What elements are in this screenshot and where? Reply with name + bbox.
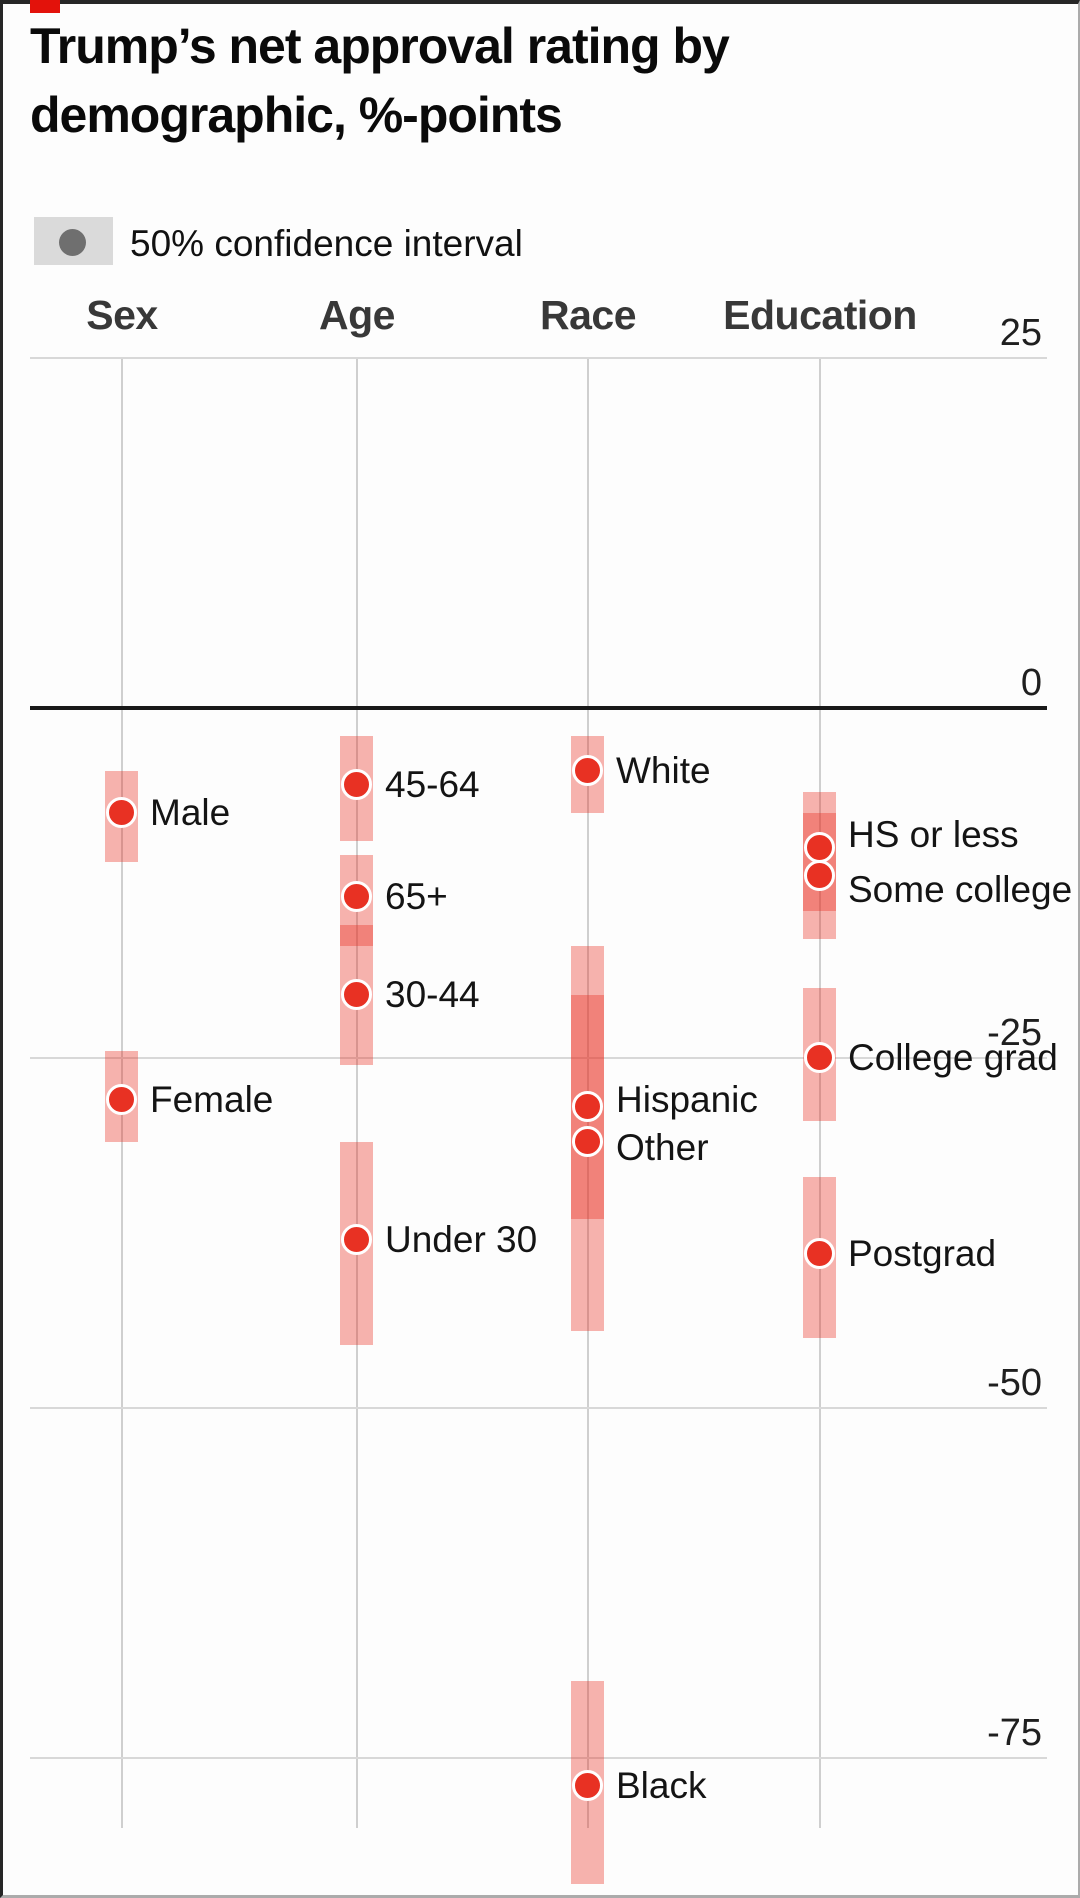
gridline bbox=[30, 1057, 1047, 1059]
brand-red-tab bbox=[30, 0, 60, 13]
point-label: College grad bbox=[848, 1037, 1058, 1078]
ci-bar bbox=[571, 946, 604, 1219]
ci-bar bbox=[571, 995, 604, 1331]
data-dot bbox=[804, 1238, 835, 1269]
point-label: Female bbox=[150, 1079, 274, 1120]
data-dot bbox=[804, 1042, 835, 1073]
group-header-age: Age bbox=[319, 292, 395, 338]
group-header-sex: Sex bbox=[86, 292, 158, 338]
column-gridline bbox=[356, 358, 358, 1828]
data-dot bbox=[572, 1770, 603, 1801]
y-tick-label: 0 bbox=[1020, 662, 1042, 704]
group-header-education: Education bbox=[723, 292, 917, 338]
y-tick-label: 25 bbox=[999, 312, 1042, 354]
point-label: 65+ bbox=[385, 876, 448, 917]
data-dot bbox=[341, 1224, 372, 1255]
gridline bbox=[30, 1757, 1047, 1759]
point-label: Hispanic bbox=[616, 1079, 758, 1120]
point-label: Under 30 bbox=[385, 1219, 538, 1260]
data-dot bbox=[804, 832, 835, 863]
data-dot bbox=[341, 979, 372, 1010]
point-label: Black bbox=[616, 1765, 707, 1806]
point-label: HS or less bbox=[848, 814, 1019, 855]
gridline bbox=[30, 357, 1047, 359]
y-tick-label: -25 bbox=[987, 1012, 1042, 1054]
data-dot bbox=[106, 1084, 137, 1115]
point-label: Some college bbox=[848, 869, 1073, 910]
chart-title-line2: demographic, %-points bbox=[30, 87, 563, 143]
legend-label: 50% confidence interval bbox=[130, 223, 523, 264]
y-tick-label: -50 bbox=[987, 1362, 1042, 1404]
data-dot bbox=[106, 797, 137, 828]
point-label: White bbox=[616, 750, 711, 791]
data-dot bbox=[804, 860, 835, 891]
point-label: Male bbox=[150, 792, 231, 833]
group-header-race: Race bbox=[539, 292, 637, 338]
data-dot bbox=[572, 755, 603, 786]
data-dot bbox=[341, 881, 372, 912]
data-dot bbox=[572, 1091, 603, 1122]
point-label: 45-64 bbox=[385, 764, 480, 805]
point-label: Other bbox=[616, 1127, 709, 1168]
data-dot bbox=[341, 769, 372, 800]
column-gridline bbox=[819, 358, 821, 1828]
legend-dot-icon bbox=[59, 229, 86, 256]
zero-baseline bbox=[30, 706, 1047, 710]
point-label: Postgrad bbox=[848, 1233, 997, 1274]
gridline bbox=[30, 1407, 1047, 1409]
data-dot bbox=[572, 1126, 603, 1157]
chart-title-line1: Trump’s net approval rating by bbox=[30, 18, 730, 74]
y-tick-label: -75 bbox=[987, 1712, 1042, 1754]
point-label: 30-44 bbox=[385, 974, 480, 1015]
chart-title: Trump’s net approval rating by demograph… bbox=[30, 12, 730, 150]
